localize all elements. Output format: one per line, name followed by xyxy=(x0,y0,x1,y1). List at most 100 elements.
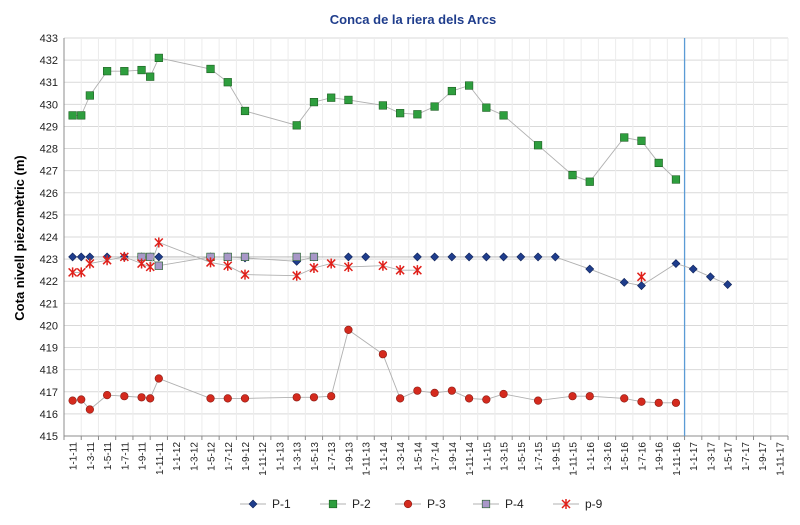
data-point-p-4 xyxy=(240,252,250,262)
y-tick-label: 427 xyxy=(40,166,58,178)
y-tick-label: 433 xyxy=(40,33,58,45)
data-point-p-1 xyxy=(412,252,422,262)
x-tick-label: 1-11-14 xyxy=(465,442,476,476)
data-point-p-2 xyxy=(77,111,86,120)
data-point-p-1 xyxy=(550,252,560,262)
x-tick-label: 1-11-11 xyxy=(155,442,166,475)
x-tick-label: 1-9-17 xyxy=(758,442,769,471)
x-tick-label: 1-9-14 xyxy=(448,442,459,471)
data-point-p-2 xyxy=(499,111,508,120)
legend-label: P-3 xyxy=(427,497,446,511)
x-tick-labels: 1-1-11 1-3-11 1-5-11 1-7-11 1-9-11 1-11-11 1-1… xyxy=(69,442,787,476)
y-tick-label: 428 xyxy=(40,144,58,156)
data-point-p-2 xyxy=(620,133,629,142)
data-point-p-1 xyxy=(619,277,629,287)
series xyxy=(68,53,733,414)
legend: P-1 P-2 P-3 P-4 p-9 xyxy=(240,497,603,511)
data-point-p-9 xyxy=(85,258,95,269)
legend-marker-p-2 xyxy=(328,499,338,509)
data-point-p-3 xyxy=(102,390,112,400)
data-point-p-1 xyxy=(706,272,715,282)
data-point-p-3 xyxy=(68,396,77,405)
data-point-p-1 xyxy=(688,264,698,274)
y-tick-label: 418 xyxy=(40,365,58,377)
data-point-p-2 xyxy=(585,177,594,186)
data-point-p-1 xyxy=(464,252,474,262)
x-tick-label: 1-5-16 xyxy=(620,442,631,471)
y-tick-label: 431 xyxy=(40,77,58,89)
data-point-p-1 xyxy=(671,259,681,268)
data-point-p-4 xyxy=(309,252,319,262)
y-axis-label: Cota nivell piezomètric (m) xyxy=(12,155,27,320)
data-point-p-9 xyxy=(154,237,164,248)
x-tick-label: 1-9-13 xyxy=(344,442,355,471)
data-point-p-1 xyxy=(344,252,353,262)
data-point-p-2 xyxy=(292,121,301,130)
x-tick-label: 1-11-16 xyxy=(672,442,683,476)
y-tick-label: 419 xyxy=(40,343,58,355)
data-point-p-9 xyxy=(119,251,129,262)
data-point-p-2 xyxy=(223,78,232,87)
data-point-p-9 xyxy=(309,262,319,273)
data-point-p-2 xyxy=(637,136,646,145)
x-tick-label: 1-11-15 xyxy=(569,442,580,476)
y-tick-label: 415 xyxy=(40,431,58,443)
x-tick-label: 1-1-15 xyxy=(482,442,493,471)
data-point-p-1 xyxy=(481,252,491,262)
x-tick-label: 1-5-14 xyxy=(413,442,424,471)
data-point-p-9 xyxy=(137,258,147,269)
data-point-p-3 xyxy=(206,394,215,403)
data-point-p-2 xyxy=(482,103,491,112)
data-point-p-9 xyxy=(395,265,405,276)
data-point-p-2 xyxy=(344,95,353,105)
data-point-p-1 xyxy=(723,280,733,289)
data-point-p-2 xyxy=(309,98,319,107)
data-point-p-3 xyxy=(396,394,405,403)
legend-marker-p-3 xyxy=(403,499,413,509)
y-tick-label: 429 xyxy=(40,121,58,133)
data-point-p-2 xyxy=(413,110,422,119)
data-point-p-1 xyxy=(154,252,164,262)
x-tick-label: 1-11-13 xyxy=(362,442,373,476)
x-tick-label: 1-5-12 xyxy=(207,442,218,471)
x-tick-label: 1-9-16 xyxy=(655,442,666,471)
x-tick-label: 1-5-13 xyxy=(310,442,321,471)
series-p-4 xyxy=(137,252,319,270)
data-point-p-3 xyxy=(671,398,681,407)
x-tick-label: 1-3-12 xyxy=(189,442,200,471)
legend-item-p-9: p-9 xyxy=(553,497,603,511)
x-tick-label: 1-7-15 xyxy=(534,442,545,471)
x-tick-label: 1-5-17 xyxy=(724,442,735,471)
data-point-p-9 xyxy=(378,260,388,271)
data-point-p-3 xyxy=(413,386,422,395)
legend-label: p-9 xyxy=(585,497,603,511)
series-p-9 xyxy=(68,237,647,282)
data-point-p-1 xyxy=(76,252,86,262)
y-tick-label: 416 xyxy=(40,409,58,421)
x-tick-label: 1-7-11 xyxy=(120,442,131,471)
x-tick-label: 1-7-14 xyxy=(431,442,442,471)
data-point-p-1 xyxy=(516,252,526,262)
data-point-p-1 xyxy=(533,252,543,262)
series-p-2 xyxy=(68,53,681,186)
x-tick-label: 1-3-15 xyxy=(500,442,511,471)
data-point-p-2 xyxy=(654,158,663,168)
data-point-p-3 xyxy=(654,398,663,407)
legend-label: P-2 xyxy=(352,497,371,511)
data-point-p-3 xyxy=(344,325,353,334)
x-tick-label: 1-9-11 xyxy=(138,442,149,471)
data-point-p-9 xyxy=(240,269,250,280)
data-point-p-3 xyxy=(77,395,86,404)
data-point-p-2 xyxy=(68,111,77,120)
data-point-p-2 xyxy=(137,65,146,75)
data-point-p-1 xyxy=(499,252,508,262)
data-point-p-3 xyxy=(620,394,629,403)
x-tick-label: 1-7-16 xyxy=(637,442,648,471)
x-tick-label: 1-11-12 xyxy=(258,442,269,476)
x-tick-label: 1-7-13 xyxy=(327,442,338,471)
x-tick-label: 1-3-13 xyxy=(293,442,304,471)
legend-label: P-1 xyxy=(272,497,291,511)
x-tick-label: 1-1-13 xyxy=(275,442,286,471)
data-point-p-2 xyxy=(568,170,577,180)
